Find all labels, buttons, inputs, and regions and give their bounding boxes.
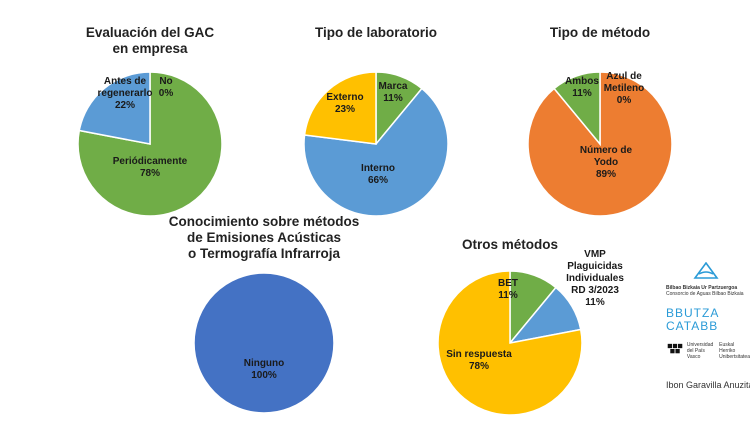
author-name: Ibon Garavilla Anuzita [666, 380, 750, 390]
ehu-line1: Euskal Herriko [719, 342, 736, 354]
pie-slice [78, 71, 151, 145]
upv-line2: del País Vasco [686, 348, 705, 360]
logos: Bilbao Bizkaia Ur Partzuergoa Consorcio … [666, 261, 750, 360]
chart-title: Evaluación del GAC en empresa [86, 25, 215, 56]
chart-title: Tipo de laboratorio [315, 25, 437, 40]
slice-label: Externo 23% [326, 92, 363, 115]
bbutza-logo-line2: CATABB [666, 319, 719, 333]
pie-chart-4: Conocimiento sobre métodos de Emisiones A… [169, 214, 360, 414]
pie-slice [303, 71, 377, 145]
consorcio-logo-icon [693, 261, 719, 279]
slice-label: Número de Yodo 89% [580, 145, 633, 180]
pie-slice [303, 87, 449, 217]
slice-label: BET 11% [498, 278, 518, 301]
chart-title: Otros métodos [462, 237, 558, 252]
pie-slice [193, 272, 335, 414]
slice-label: Periódicamente 78% [113, 156, 188, 179]
slice-label: Azul de Metileno 0% [604, 71, 645, 106]
upv-ehu-logo: Universidad del País Vasco Euskal Herrik… [666, 342, 750, 360]
chart-title: Conocimiento sobre métodos de Emisiones A… [169, 214, 360, 261]
upv-ehu-emblem-icon [667, 343, 683, 354]
pie-chart-3: Tipo de método Azul de Metileno 0% Número de… [527, 25, 673, 217]
slice-label: VMP Plaguicidas Individuales RD 3/2023 11% [566, 249, 624, 308]
slice-label: Marca 11% [379, 81, 408, 104]
pie-chart-5: Otros métodos BET 11% VMP Plaguicidas Individ… [437, 237, 624, 416]
ehu-line2: Unibertsitatea [719, 354, 750, 360]
consorcio-subtitle: Consorcio de Aguas Bilbao Bizkaia [666, 291, 744, 297]
slice-label: Ambos 11% [565, 76, 599, 99]
slice-label: Antes de regenerarlo 22% [97, 76, 152, 111]
consorcio-name: Bilbao Bizkaia Ur Partzuergoa [666, 285, 738, 291]
slice-label: Sin respuesta 78% [446, 349, 512, 372]
pie-slice [437, 270, 583, 416]
pie-chart-1: Evaluación del GAC en empresa No 0% Periódic… [77, 25, 223, 217]
bbutza-logo-line1: BBUTZA [666, 306, 720, 320]
slice-label: Interno 66% [361, 163, 395, 186]
upv-line1: Universidad [686, 342, 714, 348]
chart-title: Tipo de método [550, 25, 650, 40]
slice-label: Ninguno 100% [244, 358, 285, 381]
pie-slice [553, 71, 601, 147]
pie-chart-2: Tipo de laboratorio Marca 11% Interno 66% Ext… [303, 25, 449, 217]
slice-label: No 0% [159, 76, 174, 99]
